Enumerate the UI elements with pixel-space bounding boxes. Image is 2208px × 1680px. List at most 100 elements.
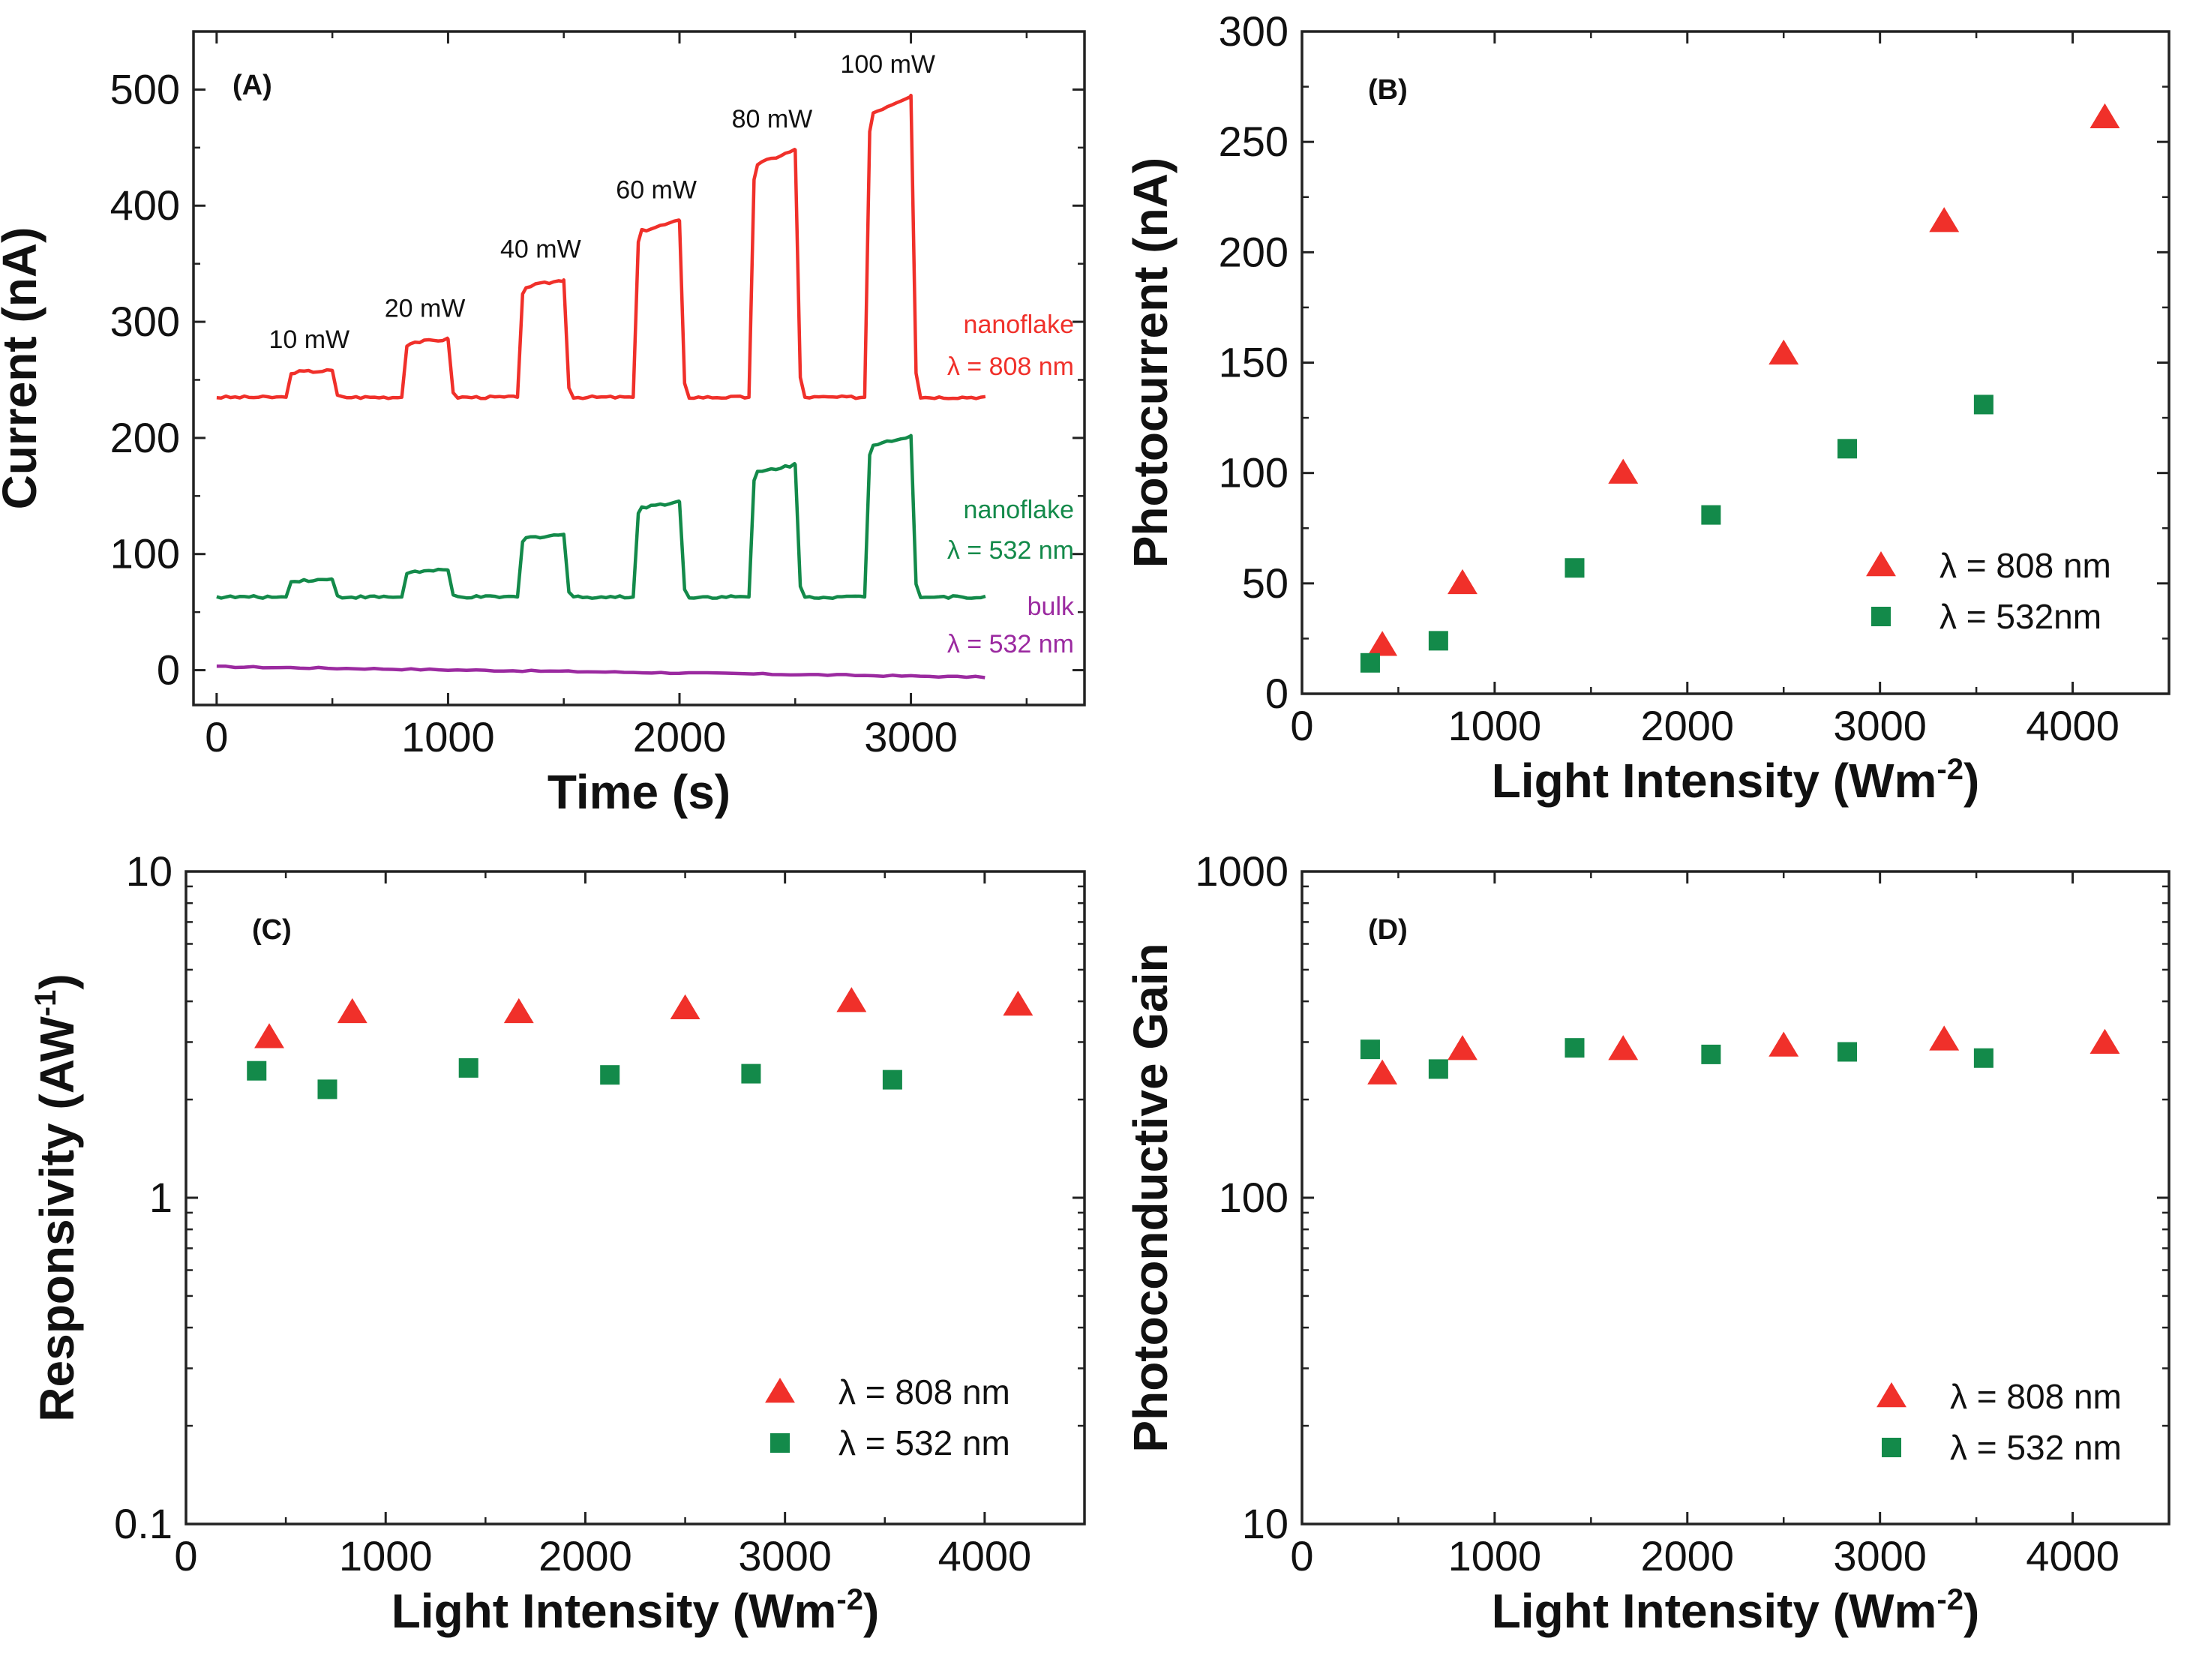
data-point-square [247, 1060, 267, 1081]
series-label: nanoflake [964, 496, 1074, 524]
x-axis-title: Light Intensity (Wm-2) [1492, 1583, 1980, 1638]
x-tick-label: 2000 [1640, 702, 1734, 749]
data-point-triangle [1929, 1025, 1960, 1051]
x-axis-title-text: Light Intensity (Wm [1492, 1584, 1937, 1638]
x-axis-title-text: Time (s) [548, 765, 730, 819]
x-tick-label: 3000 [864, 713, 958, 760]
pulse-label: 80 mW [732, 105, 813, 134]
plot-frame [192, 30, 1086, 706]
x-tick-label: 2000 [538, 1532, 632, 1580]
data-point-square [317, 1079, 338, 1100]
data-point-square [1564, 558, 1585, 578]
series-line-purple [216, 664, 986, 680]
data-point-triangle [1929, 207, 1960, 232]
y-tick-label: 100 [1219, 1174, 1288, 1221]
y-axis-title-text: Photocurrent (nA) [1124, 158, 1178, 568]
panel-c: 0 1000 2000 3000 4000 0.1 1 10 (C) Light Intensit… [29, 848, 1086, 1638]
x-tick-label: 1000 [339, 1532, 433, 1580]
data-point-triangle [836, 987, 867, 1012]
y-tick-label: 300 [1219, 8, 1288, 55]
data-point-triangle [254, 1023, 284, 1048]
y-tick-label: 0.1 [114, 1500, 172, 1547]
data-point-triangle [670, 994, 700, 1020]
pulse-label: 40 mW [500, 235, 581, 263]
y-axis-title: Photocurrent (nA) [1124, 158, 1178, 568]
y-tick-label: 400 [110, 182, 180, 229]
data-point-square [882, 1070, 902, 1090]
legend-label: λ = 532nm [1940, 597, 2102, 636]
series-label-wavelength: λ = 532 nm [947, 630, 1074, 658]
y-tick-label: 100 [110, 530, 180, 578]
y-tick-label: 1000 [1195, 848, 1288, 895]
y-tick-label: 150 [1219, 339, 1288, 386]
data-point-triangle [1768, 1031, 1799, 1057]
data-point-triangle [2090, 103, 2120, 129]
legend-label: λ = 532 nm [838, 1424, 1010, 1462]
data-point-square [458, 1058, 478, 1078]
data-point-square [1428, 631, 1448, 651]
pulse-label: 20 mW [385, 294, 466, 322]
data-point-triangle [1448, 1035, 1478, 1060]
y-tick-label: 250 [1219, 118, 1288, 165]
x-tick-label: 4000 [938, 1532, 1032, 1580]
data-point-square [1360, 1040, 1380, 1060]
data-point-triangle [2090, 1028, 2120, 1054]
legend-label: λ = 532 nm [1950, 1428, 2122, 1467]
x-tick-label: 2000 [1640, 1532, 1734, 1580]
legend-marker-triangle [765, 1378, 795, 1403]
pulse-label: 100 mW [840, 50, 935, 79]
x-tick-label: 3000 [738, 1532, 832, 1580]
data-point-square [1973, 394, 1994, 415]
data-point-triangle [1448, 568, 1478, 595]
x-tick-label: 0 [174, 1532, 197, 1580]
data-point-triangle [337, 998, 368, 1024]
data-point-triangle [1003, 990, 1034, 1016]
y-tick-label: 100 [1219, 449, 1288, 496]
y-axis-title: Current (nA) [0, 227, 46, 510]
series-line-green [216, 434, 986, 600]
data-point-square [741, 1064, 761, 1084]
x-axis-title-sup: -2 [1936, 753, 1964, 786]
panel-b: 0 1000 2000 3000 4000 0 50 100 150 200 250 300 (B) Li… [1124, 8, 2170, 808]
y-tick-label: 200 [110, 414, 180, 461]
panel-label: (B) [1368, 74, 1408, 106]
x-tick-label: 0 [1290, 1532, 1313, 1580]
x-tick-label: 0 [205, 713, 228, 760]
series-label-wavelength: λ = 532 nm [947, 536, 1074, 565]
y-tick-label: 300 [110, 298, 180, 345]
data-point-triangle [1367, 631, 1398, 656]
legend-marker-square [1882, 1438, 1901, 1457]
legend-marker-square [770, 1433, 790, 1453]
x-tick-label: 4000 [2026, 702, 2120, 749]
series-label: nanoflake [964, 310, 1074, 339]
x-axis-title-close: ) [1964, 1584, 1979, 1638]
plot-frame [1300, 30, 2170, 695]
series-label-wavelength: λ = 808 nm [947, 352, 1074, 381]
panel-label: (D) [1368, 914, 1408, 946]
legend-marker-triangle [1876, 1382, 1906, 1408]
y-axis-title-text: Responsivity (AW [30, 1016, 84, 1422]
x-tick-label: 0 [1290, 702, 1313, 749]
y-axis-title-text: Photoconductive Gain [1124, 943, 1178, 1452]
data-point-square [1701, 505, 1721, 525]
x-axis-title-sup: -2 [1936, 1583, 1964, 1616]
x-tick-label: 1000 [1448, 1532, 1542, 1580]
y-tick-label: 0 [157, 646, 180, 694]
data-point-triangle [1608, 1035, 1639, 1060]
x-tick-label: 2000 [633, 713, 727, 760]
panel-label: (A) [232, 70, 272, 101]
y-tick-label: 50 [1242, 560, 1288, 607]
data-point-triangle [1367, 1059, 1398, 1084]
x-axis-title: Time (s) [548, 765, 730, 819]
data-point-square [1837, 439, 1857, 459]
y-axis-title-close: ) [30, 974, 84, 989]
data-point-triangle [503, 998, 534, 1024]
x-axis-title-close: ) [863, 1584, 879, 1638]
panel-a: 0 1000 2000 3000 0 100 200 300 400 500 (A) Time (s)… [0, 30, 1086, 819]
x-tick-label: 3000 [1833, 1532, 1927, 1580]
panel-d: 0 1000 2000 3000 4000 10 100 1000 (D) Light Inten… [1124, 848, 2170, 1638]
x-tick-label: 4000 [2026, 1532, 2120, 1580]
pulse-label: 60 mW [616, 176, 697, 204]
y-tick-label: 0 [1265, 670, 1288, 717]
